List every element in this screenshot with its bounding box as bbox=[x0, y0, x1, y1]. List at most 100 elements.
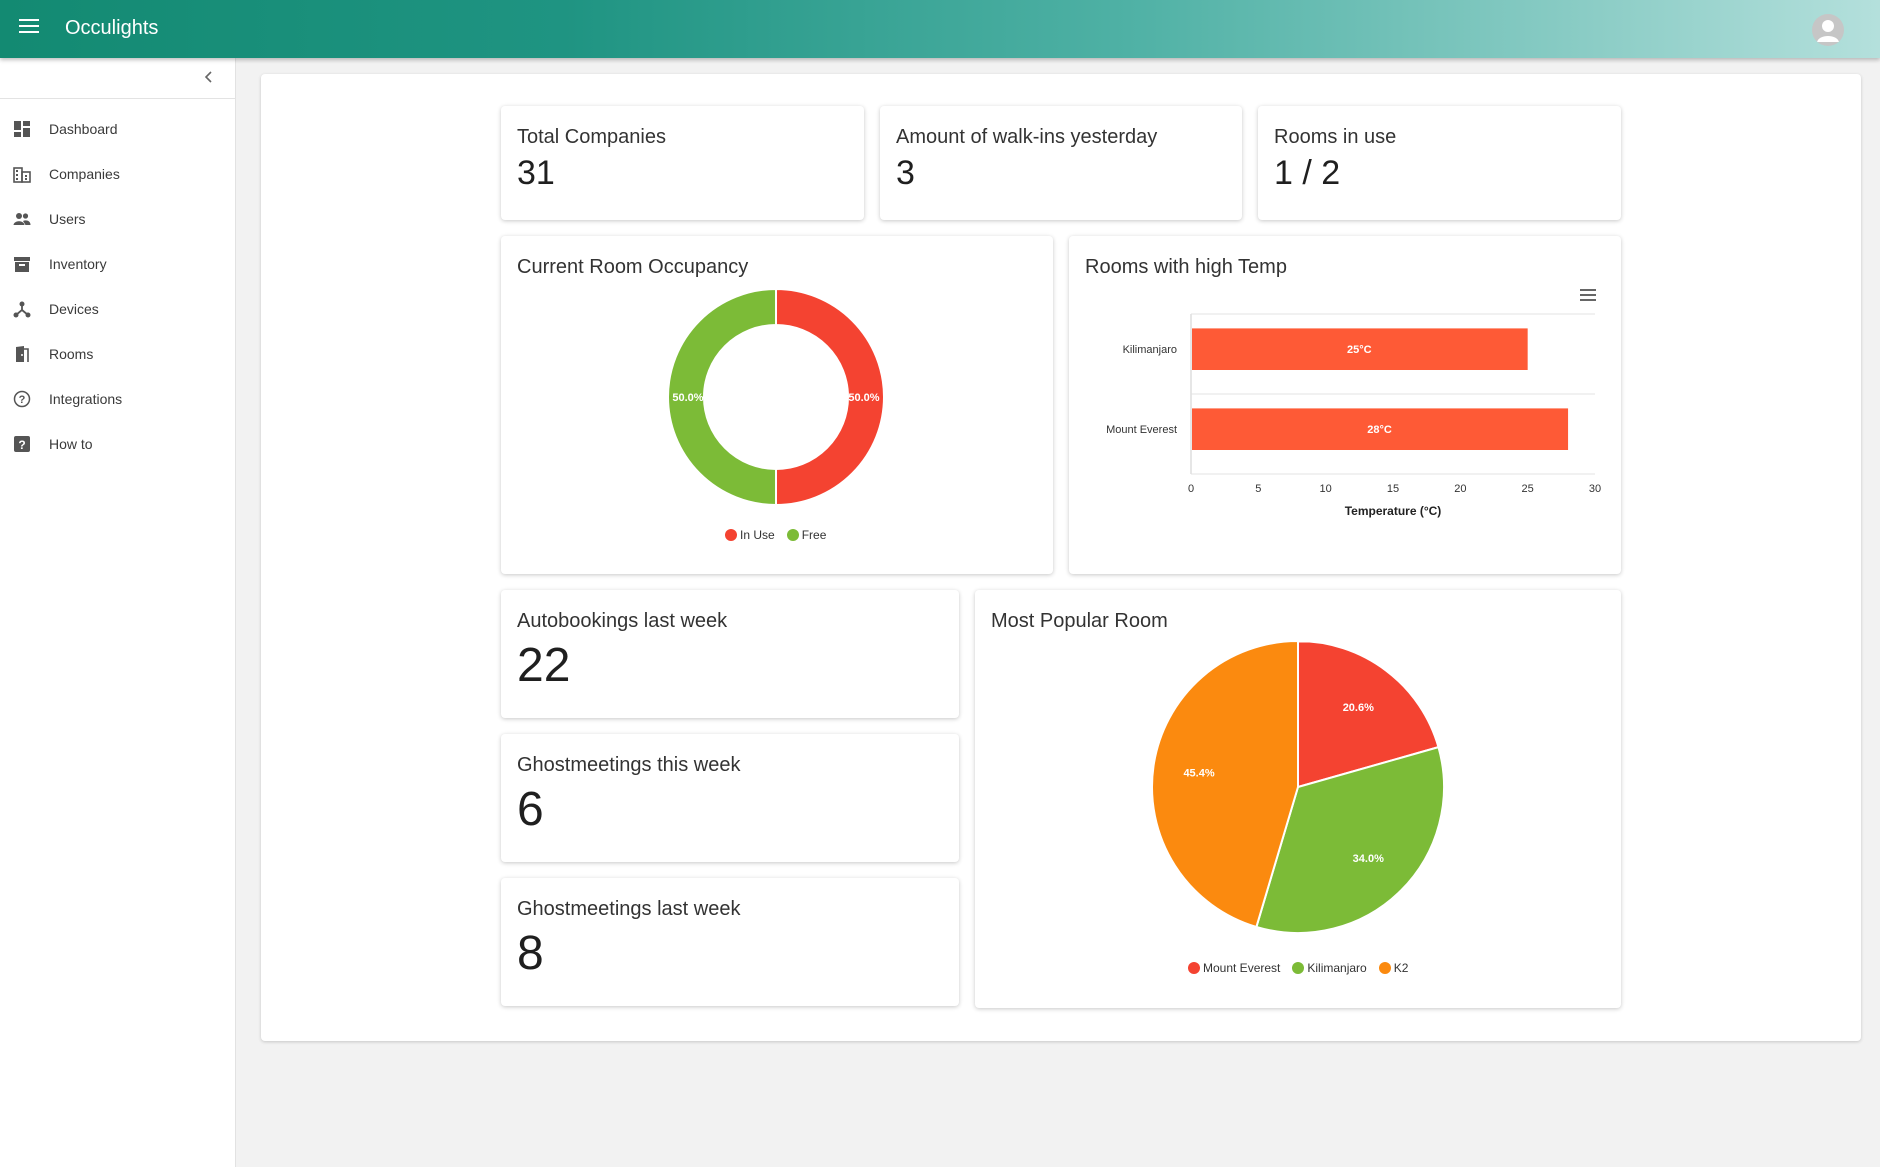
total-companies-card: Total Companies 31 bbox=[501, 106, 864, 220]
bar-mount-everest[interactable] bbox=[1192, 408, 1569, 450]
legend-item-k2[interactable]: K2 bbox=[1378, 961, 1409, 975]
sidebar-item-label: Users bbox=[49, 211, 86, 227]
sidebar-item-how-to[interactable]: ? How to bbox=[0, 423, 236, 465]
sidebar-item-label: Companies bbox=[49, 166, 120, 182]
x-tick-label: 20 bbox=[1454, 483, 1466, 495]
legend-dot bbox=[1292, 962, 1305, 974]
legend-label: In Use bbox=[740, 528, 775, 542]
high-temp-card: Rooms with high Temp 25°C Kilimanjaro 28°C… bbox=[1069, 236, 1621, 574]
legend-item-mount-everest[interactable]: Mount Everest bbox=[1188, 961, 1280, 975]
sidebar-divider bbox=[0, 98, 236, 99]
chevron-left-icon[interactable] bbox=[200, 68, 218, 86]
card-title: Ghostmeetings last week bbox=[517, 898, 741, 920]
menu-icon[interactable] bbox=[19, 19, 39, 39]
sidebar-item-rooms[interactable]: Rooms bbox=[0, 333, 236, 375]
legend-label: Mount Everest bbox=[1203, 961, 1281, 975]
app-title: Occulights bbox=[65, 17, 159, 39]
account-avatar-icon[interactable] bbox=[1812, 14, 1844, 46]
category-label: Kilimanjaro bbox=[1123, 344, 1177, 356]
popular-room-legend: Mount Everest Kilimanjaro K2 bbox=[1188, 961, 1408, 975]
card-title: Rooms in use bbox=[1274, 126, 1397, 148]
slice-label-in-use: 50.0% bbox=[848, 392, 879, 404]
people-icon bbox=[13, 213, 31, 225]
x-tick-label: 25 bbox=[1522, 483, 1534, 495]
sidebar-item-integrations[interactable]: ? Integrations bbox=[0, 378, 236, 420]
x-axis-title: Temperature (°C) bbox=[1345, 504, 1442, 518]
card-title: Total Companies bbox=[517, 126, 666, 148]
legend-dot bbox=[725, 529, 737, 541]
ghostmeetings-this-week-card: Ghostmeetings this week 6 bbox=[501, 734, 959, 862]
sidebar: Dashboard Companies Users Inventory Devi… bbox=[0, 58, 236, 1167]
sidebar-item-label: Devices bbox=[49, 301, 99, 317]
x-tick-label: 30 bbox=[1589, 483, 1601, 495]
legend-item-free[interactable]: Free bbox=[786, 528, 827, 542]
sidebar-item-label: Integrations bbox=[49, 391, 123, 407]
sidebar-item-companies[interactable]: Companies bbox=[0, 153, 236, 195]
x-tick-label: 10 bbox=[1320, 483, 1332, 495]
card-value: 6 bbox=[517, 783, 544, 836]
high-temp-bar-chart: 25°C Kilimanjaro 28°C Mount Everest 0 5 10 15 20… bbox=[1106, 313, 1601, 518]
card-title: Autobookings last week bbox=[517, 610, 728, 632]
slice-free[interactable] bbox=[667, 287, 777, 507]
slice-k2[interactable] bbox=[1151, 642, 1299, 929]
sidebar-item-dashboard[interactable]: Dashboard bbox=[0, 108, 236, 150]
category-label: Mount Everest bbox=[1106, 424, 1177, 436]
bar-value-label: 28°C bbox=[1367, 424, 1392, 436]
sidebar-item-devices[interactable]: Devices bbox=[0, 288, 236, 330]
sidebar-item-inventory[interactable]: Inventory bbox=[0, 243, 236, 285]
rooms-in-use-card: Rooms in use 1 / 2 bbox=[1258, 106, 1621, 220]
walkins-card: Amount of walk-ins yesterday 3 bbox=[880, 106, 1242, 220]
legend-dot bbox=[1188, 962, 1200, 974]
svg-text:?: ? bbox=[19, 394, 26, 406]
hub-icon bbox=[13, 301, 31, 318]
sidebar-item-label: How to bbox=[49, 436, 93, 452]
card-value: 3 bbox=[896, 154, 915, 192]
dashboard-panel: Total Companies 31 Amount of walk-ins ye… bbox=[261, 74, 1861, 1041]
occupancy-legend: In Use Free bbox=[725, 528, 826, 542]
legend-label: K2 bbox=[1393, 961, 1409, 975]
legend-item-kilimanjaro[interactable]: Kilimanjaro bbox=[1292, 961, 1367, 975]
door-icon bbox=[16, 346, 29, 362]
occupancy-donut-chart: 50.0% 50.0% bbox=[667, 287, 885, 507]
sidebar-item-users[interactable]: Users bbox=[0, 198, 236, 240]
x-tick-label: 5 bbox=[1255, 483, 1261, 495]
top-app-bar: Occulights bbox=[0, 0, 1880, 58]
legend-label: Free bbox=[801, 528, 827, 542]
slice-mount-everest[interactable] bbox=[1297, 642, 1440, 789]
slice-label-kilimanjaro: 34.0% bbox=[1353, 853, 1384, 865]
room-occupancy-card: Current Room Occupancy 50.0% 50.0% In Use… bbox=[501, 236, 1053, 574]
sidebar-item-label: Dashboard bbox=[49, 121, 118, 137]
card-title: Most Popular Room bbox=[991, 610, 1168, 632]
slice-label-mount-everest: 20.6% bbox=[1343, 702, 1374, 714]
most-popular-room-card: Most Popular Room 20.6% 34.0% 45.4% Mount … bbox=[975, 590, 1621, 1008]
x-tick-label: 0 bbox=[1188, 483, 1194, 495]
card-title: Ghostmeetings this week bbox=[517, 754, 741, 776]
slice-in-use[interactable] bbox=[775, 287, 885, 507]
sidebar-item-label: Rooms bbox=[49, 346, 94, 362]
legend-dot bbox=[786, 529, 799, 541]
slice-label-free: 50.0% bbox=[672, 392, 703, 404]
card-title: Rooms with high Temp bbox=[1085, 256, 1287, 278]
archive-icon bbox=[14, 257, 30, 272]
sidebar-item-label: Inventory bbox=[49, 256, 107, 272]
card-title: Current Room Occupancy bbox=[517, 256, 749, 278]
card-title: Amount of walk-ins yesterday bbox=[896, 126, 1158, 148]
card-value: 31 bbox=[517, 154, 555, 192]
x-tick-label: 15 bbox=[1387, 483, 1399, 495]
popular-room-pie-chart: 20.6% 34.0% 45.4% bbox=[1151, 642, 1445, 934]
bar-value-label: 25°C bbox=[1347, 344, 1372, 356]
card-value: 22 bbox=[517, 639, 571, 692]
slice-kilimanjaro[interactable] bbox=[1255, 745, 1445, 934]
autobookings-card: Autobookings last week 22 bbox=[501, 590, 959, 718]
bar-kilimanjaro[interactable] bbox=[1192, 328, 1528, 370]
legend-dot bbox=[1378, 962, 1391, 974]
building-icon bbox=[13, 167, 31, 183]
card-value: 8 bbox=[517, 927, 544, 980]
card-value: 1 / 2 bbox=[1274, 154, 1341, 192]
chart-menu-icon[interactable] bbox=[1579, 288, 1597, 302]
legend-item-in-use[interactable]: In Use bbox=[725, 528, 775, 542]
dashboard-icon bbox=[14, 121, 30, 137]
help-box-icon: ? bbox=[14, 436, 30, 452]
slice-label-k2: 45.4% bbox=[1183, 768, 1214, 780]
legend-label: Kilimanjaro bbox=[1307, 961, 1367, 975]
